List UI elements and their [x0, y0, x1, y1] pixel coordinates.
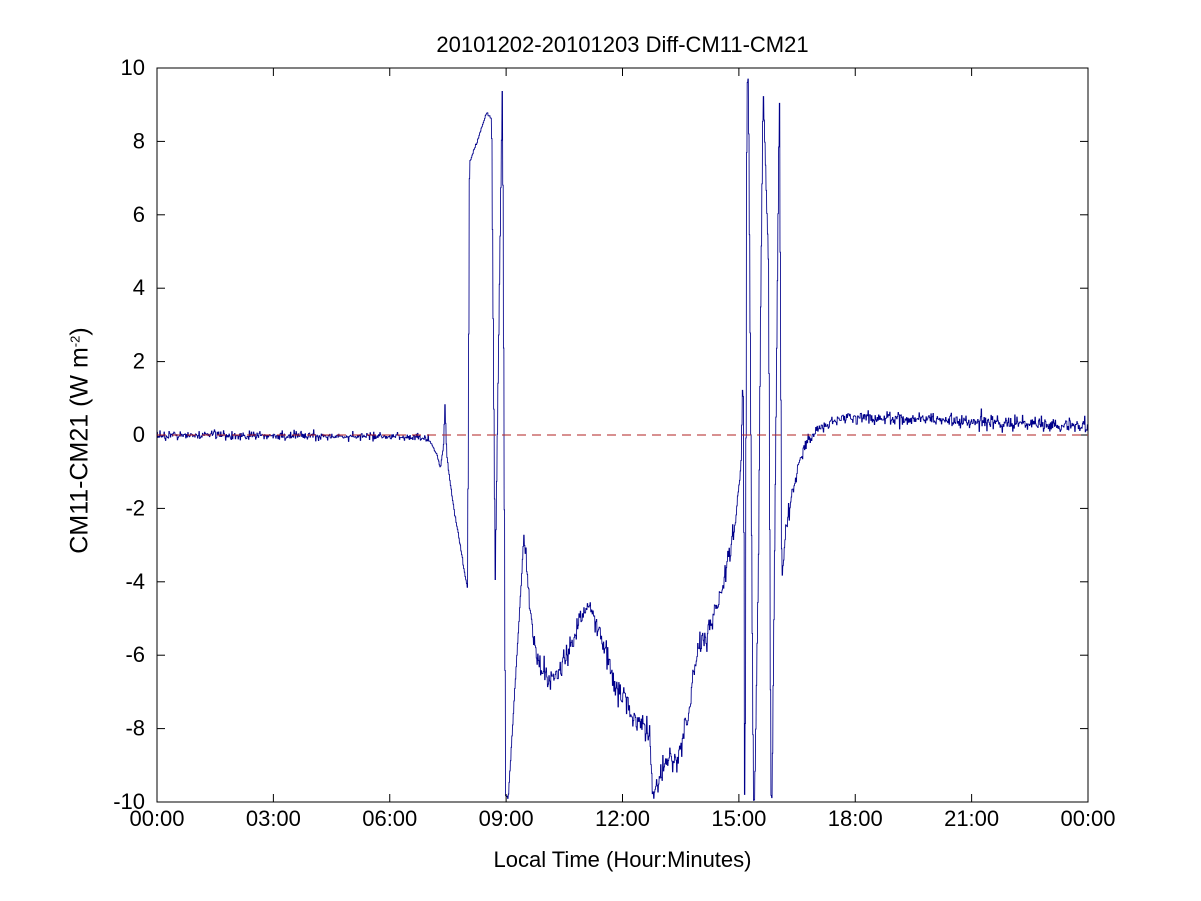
svg-text:00:00: 00:00 — [1060, 806, 1115, 831]
svg-text:12:00: 12:00 — [595, 806, 650, 831]
svg-text:-8: -8 — [125, 716, 145, 741]
svg-text:8: 8 — [133, 128, 145, 153]
svg-text:06:00: 06:00 — [362, 806, 417, 831]
svg-text:10: 10 — [121, 55, 145, 80]
svg-text:03:00: 03:00 — [246, 806, 301, 831]
svg-text:-2: -2 — [125, 495, 145, 520]
svg-text:-10: -10 — [113, 789, 145, 814]
svg-text:2: 2 — [133, 349, 145, 374]
svg-text:15:00: 15:00 — [711, 806, 766, 831]
svg-text:4: 4 — [133, 275, 145, 300]
svg-text:-4: -4 — [125, 569, 145, 594]
svg-text:09:00: 09:00 — [479, 806, 534, 831]
svg-text:-6: -6 — [125, 642, 145, 667]
svg-text:21:00: 21:00 — [944, 806, 999, 831]
svg-text:0: 0 — [133, 422, 145, 447]
svg-text:18:00: 18:00 — [828, 806, 883, 831]
svg-text:6: 6 — [133, 202, 145, 227]
